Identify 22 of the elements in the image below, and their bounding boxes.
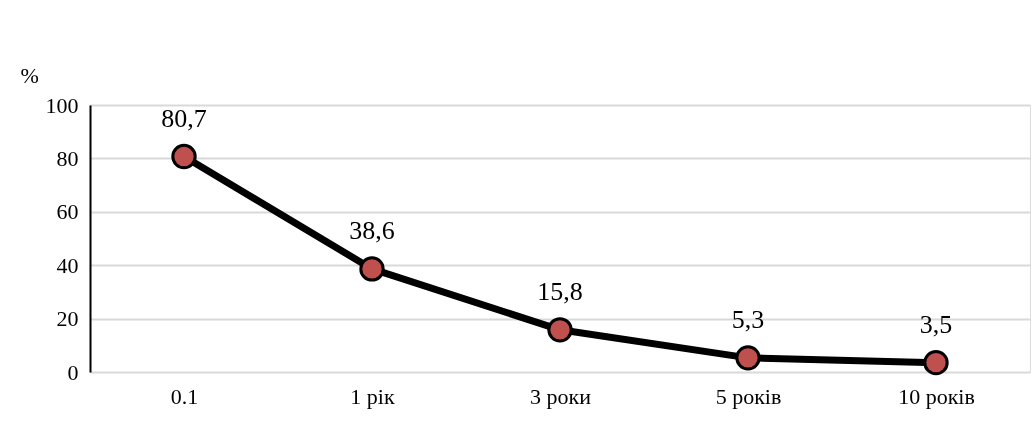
y-axis-title: % (20, 62, 39, 88)
point (359, 256, 385, 282)
point (923, 350, 949, 376)
text: 38,6 (349, 215, 395, 245)
x-tick-label: 10 років (898, 383, 975, 409)
y-tick-label: 60 (56, 199, 79, 225)
y-tick-label: 20 (56, 306, 79, 332)
x-tick-label: 0.1 (170, 383, 199, 409)
x-tick-label: 1 рік (350, 383, 395, 409)
point (171, 143, 197, 170)
text: 80,7 (161, 103, 207, 133)
x-tick-label: 5 років (715, 383, 782, 409)
text: 5,3 (731, 304, 765, 334)
y-tick-label: 100 (45, 92, 79, 118)
text: 15,8 (537, 276, 583, 306)
x-tick-label: 3 роки (530, 383, 592, 409)
y-tick-label: 40 (56, 252, 79, 278)
point (735, 345, 761, 371)
text: 3,5 (919, 309, 953, 339)
point (547, 317, 573, 343)
y-tick-label: 0 (67, 359, 79, 385)
y-tick-label: 80 (56, 145, 79, 171)
